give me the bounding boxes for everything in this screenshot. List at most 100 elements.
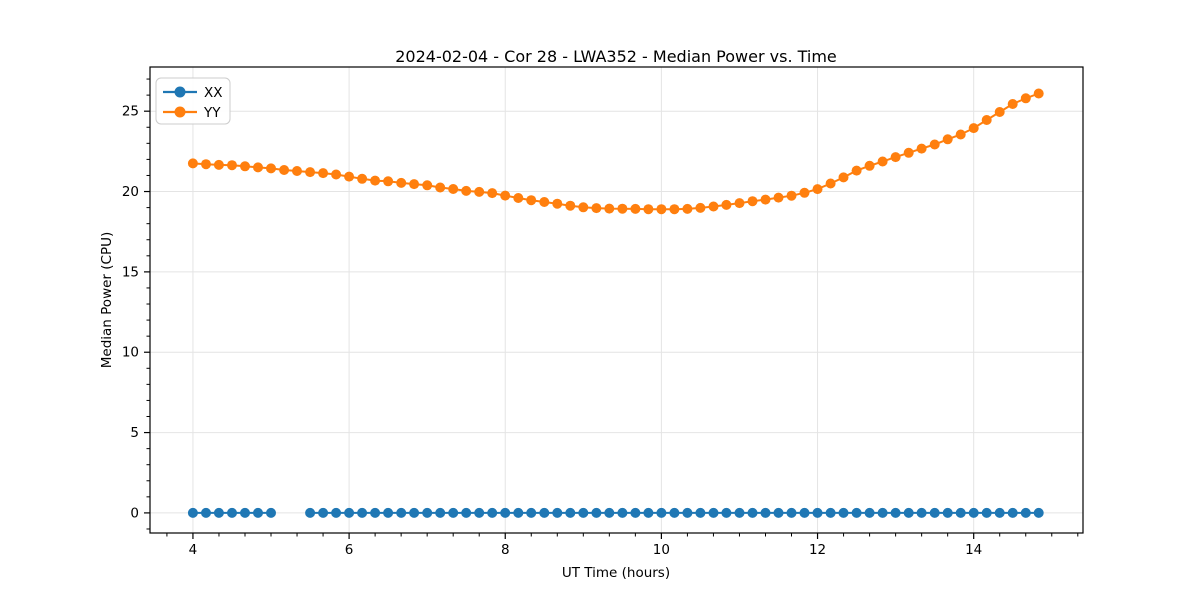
series-point-yy <box>591 203 602 214</box>
series-point-yy <box>474 186 485 197</box>
series-point-xx <box>552 507 563 518</box>
series-point-yy <box>487 188 498 199</box>
series-point-yy <box>942 134 953 145</box>
series-point-yy <box>578 202 589 213</box>
legend-label-xx: XX <box>204 85 223 101</box>
series-point-xx <box>422 507 433 518</box>
series-point-xx <box>461 507 472 518</box>
series-point-xx <box>565 507 576 518</box>
series-point-yy <box>851 165 862 176</box>
x-tick-label: 10 <box>653 542 670 558</box>
y-tick-label: 10 <box>122 345 139 361</box>
series-point-xx <box>929 507 940 518</box>
series-point-xx <box>734 507 745 518</box>
series-point-xx <box>812 507 823 518</box>
series-point-xx <box>695 507 706 518</box>
series-point-xx <box>213 507 224 518</box>
series-point-yy <box>734 198 745 209</box>
series-point-xx <box>318 507 329 518</box>
x-tick-label: 8 <box>501 542 510 558</box>
series-point-xx <box>994 507 1005 518</box>
series-point-xx <box>305 507 316 518</box>
series-point-xx <box>981 507 992 518</box>
plot-area <box>150 67 1083 533</box>
series-point-yy <box>877 156 888 167</box>
series-point-yy <box>422 180 433 191</box>
series-point-yy <box>799 187 810 198</box>
series-point-xx <box>916 507 927 518</box>
series-point-xx <box>643 507 654 518</box>
series-point-xx <box>656 507 667 518</box>
series-point-yy <box>396 177 407 188</box>
series-point-xx <box>903 507 914 518</box>
series-point-yy <box>253 162 263 173</box>
series-point-yy <box>981 115 992 125</box>
series-point-yy <box>721 199 732 210</box>
series-point-xx <box>630 507 641 518</box>
legend-marker-yy <box>174 106 186 118</box>
series-point-yy <box>344 171 355 182</box>
series-point-xx <box>344 507 355 518</box>
series-point-xx <box>851 507 862 518</box>
series-point-yy <box>279 165 290 175</box>
series-point-yy <box>227 160 237 171</box>
series-point-yy <box>760 194 771 205</box>
y-tick-label: 5 <box>130 425 139 441</box>
series-point-yy <box>656 204 667 215</box>
y-tick-label: 20 <box>122 184 139 200</box>
series-point-xx <box>370 507 381 518</box>
series-point-yy <box>929 139 940 150</box>
series-point-xx <box>877 507 888 518</box>
series-point-yy <box>383 176 394 187</box>
series-point-xx <box>187 507 198 518</box>
series-point-yy <box>1033 88 1044 99</box>
series-point-xx <box>968 507 979 518</box>
series-point-yy <box>266 163 276 174</box>
data-series <box>187 88 1044 518</box>
series-point-yy <box>240 161 250 172</box>
series-point-yy <box>331 169 342 180</box>
series-point-yy <box>409 179 420 190</box>
series-point-yy <box>292 166 302 176</box>
series-point-xx <box>526 507 537 518</box>
series-point-xx <box>539 507 550 518</box>
series-point-xx <box>409 507 420 518</box>
series-point-yy <box>461 185 472 196</box>
series-point-yy <box>812 184 823 195</box>
series-point-xx <box>201 507 211 518</box>
x-tick-label: 14 <box>965 542 982 558</box>
series-point-xx <box>1007 507 1018 518</box>
series-point-xx <box>513 507 524 518</box>
series-point-xx <box>578 507 589 518</box>
chart-title: 2024-02-04 - Cor 28 - LWA352 - Median Po… <box>395 47 837 66</box>
series-point-xx <box>708 507 719 518</box>
series-point-xx <box>864 507 875 518</box>
series-point-xx <box>383 507 394 518</box>
series-point-yy <box>773 192 784 203</box>
series-point-yy <box>968 123 979 134</box>
x-tick-label: 6 <box>345 542 354 558</box>
series-point-yy <box>513 193 524 203</box>
series-point-xx <box>500 507 511 518</box>
series-point-xx <box>942 507 953 518</box>
series-point-yy <box>539 197 550 207</box>
series-point-yy <box>187 158 198 169</box>
series-point-yy <box>682 203 693 214</box>
series-point-xx <box>682 507 693 518</box>
series-point-xx <box>604 507 615 518</box>
series-point-yy <box>305 167 316 178</box>
series-point-xx <box>474 507 485 518</box>
x-tick-label: 4 <box>189 542 198 558</box>
series-point-xx <box>1033 507 1044 518</box>
series-point-yy <box>890 152 901 163</box>
series-point-yy <box>864 160 875 171</box>
series-point-yy <box>994 107 1005 117</box>
series-point-xx <box>669 507 680 518</box>
series-point-xx <box>1020 507 1031 518</box>
legend-label-yy: YY <box>203 105 221 121</box>
series-point-yy <box>617 203 628 214</box>
series-point-xx <box>955 507 966 518</box>
series-point-yy <box>448 184 459 194</box>
